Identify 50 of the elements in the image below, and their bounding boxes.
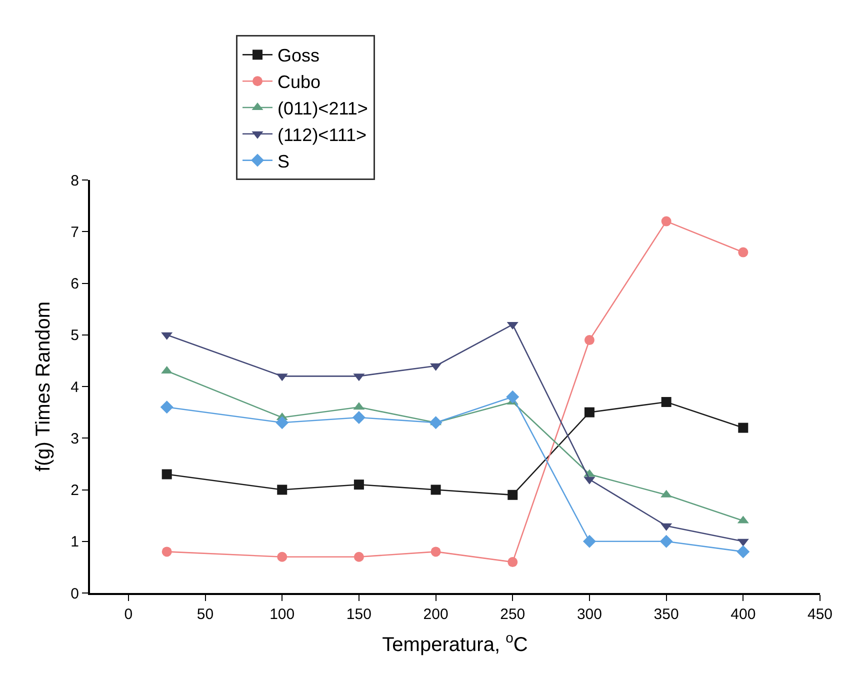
y-tick-label: 6 bbox=[70, 276, 79, 292]
x-tick-label: 300 bbox=[576, 606, 602, 623]
point bbox=[506, 390, 520, 404]
point bbox=[162, 469, 172, 480]
point bbox=[354, 552, 364, 562]
point bbox=[584, 335, 594, 346]
legend-label: Goss bbox=[278, 46, 320, 66]
x-tick-label: 250 bbox=[500, 606, 526, 623]
x-tick-label: 350 bbox=[654, 606, 679, 623]
point bbox=[277, 552, 288, 562]
y-tick-label: 0 bbox=[70, 585, 79, 602]
y-tick-label: 2 bbox=[70, 482, 79, 499]
y-tick-label: 7 bbox=[70, 224, 79, 241]
y-tick-label: 3 bbox=[70, 430, 79, 448]
y-tick-label: 1 bbox=[70, 534, 79, 551]
point bbox=[582, 534, 596, 548]
point bbox=[276, 416, 289, 430]
legend-label: S bbox=[278, 151, 290, 172]
y-tick-label: 4 bbox=[70, 378, 79, 396]
point bbox=[277, 484, 288, 495]
x-tick-label: 400 bbox=[730, 606, 756, 623]
legend-label: (011)<211> bbox=[278, 98, 368, 119]
point bbox=[429, 416, 442, 430]
y-tick-label: 8 bbox=[70, 172, 79, 190]
point bbox=[354, 480, 364, 490]
point bbox=[160, 400, 174, 414]
x-tick-label: 200 bbox=[423, 606, 448, 623]
point bbox=[736, 545, 750, 558]
y-axis-title: f(g) Times Random bbox=[32, 301, 55, 472]
point bbox=[584, 407, 594, 418]
y-tick-label: 5 bbox=[70, 327, 79, 344]
point bbox=[508, 490, 518, 500]
legend-label: Cubo bbox=[278, 72, 321, 92]
x-tick-label: 0 bbox=[124, 606, 133, 623]
point bbox=[162, 546, 172, 557]
x-tick-label: 450 bbox=[807, 606, 833, 623]
point bbox=[661, 396, 672, 407]
x-tick-label: 50 bbox=[196, 606, 214, 623]
point bbox=[430, 484, 441, 495]
point bbox=[352, 410, 366, 424]
point bbox=[660, 534, 673, 548]
point bbox=[508, 557, 518, 568]
point bbox=[738, 247, 748, 258]
x-tick-label: 150 bbox=[346, 606, 372, 623]
point bbox=[738, 422, 748, 433]
legend-label: (112)<111> bbox=[278, 124, 367, 145]
point bbox=[661, 216, 672, 226]
x-tick-label: 100 bbox=[270, 606, 295, 623]
x-axis-title: Temperatura, $^{o}$C bbox=[382, 630, 528, 656]
point bbox=[430, 546, 441, 557]
